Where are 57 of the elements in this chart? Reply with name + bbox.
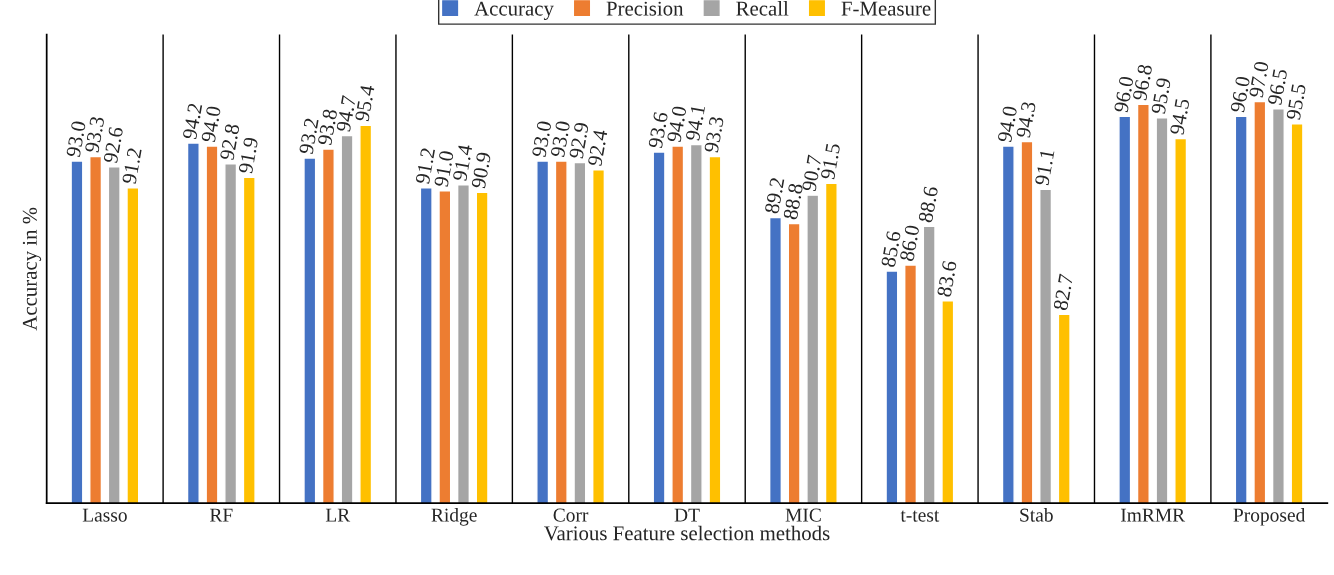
x-tick-label: Lasso bbox=[82, 508, 127, 522]
data-label: 91.5 bbox=[820, 142, 841, 180]
legend-label: Accuracy bbox=[474, 1, 554, 20]
x-tick-label: ImRMR bbox=[1120, 508, 1186, 522]
data-label: 85.6 bbox=[881, 230, 902, 268]
x-tick-label: RF bbox=[209, 508, 233, 522]
x-tick-label: t-test bbox=[900, 510, 940, 522]
legend-label: Recall bbox=[736, 0, 789, 16]
data-label: 89.2 bbox=[764, 177, 785, 214]
data-label: 93.6 bbox=[648, 111, 669, 149]
data-label: 91.4 bbox=[452, 143, 473, 182]
data-label: 94.0 bbox=[997, 105, 1018, 143]
data-label: 88.8 bbox=[783, 183, 804, 220]
x-tick-label: DT bbox=[674, 508, 700, 522]
data-label: 93.8 bbox=[317, 108, 338, 146]
data-label: 92.8 bbox=[219, 123, 240, 161]
data-label: 93.3 bbox=[84, 116, 105, 154]
data-label: 88.6 bbox=[918, 185, 939, 223]
data-label: 91.1 bbox=[1034, 149, 1055, 186]
data-label: 96.8 bbox=[1132, 64, 1153, 101]
x-tick-label: Proposed bbox=[1233, 507, 1306, 526]
x-tick-label: LR bbox=[325, 508, 351, 522]
data-label: 93.0 bbox=[531, 120, 552, 158]
data-label: 83.6 bbox=[936, 260, 957, 298]
data-label: 82.7 bbox=[1053, 273, 1074, 311]
data-label: 92.6 bbox=[103, 126, 124, 164]
x-tick-label: MIC bbox=[785, 508, 821, 522]
x-tick-label: Stab bbox=[1020, 507, 1053, 522]
data-label: 90.9 bbox=[471, 151, 492, 189]
x-tick-label: Ridge bbox=[431, 507, 477, 526]
data-label: 94.2 bbox=[182, 103, 203, 140]
data-label: 96.5 bbox=[1267, 68, 1288, 106]
data-label: 91.2 bbox=[415, 147, 436, 185]
data-label: 92.9 bbox=[569, 122, 589, 159]
data-label: 96.0 bbox=[1230, 75, 1251, 113]
data-label: 91.9 bbox=[238, 137, 259, 174]
data-label: 86.0 bbox=[899, 224, 920, 262]
data-label: 92.4 bbox=[587, 129, 608, 167]
data-label: 94.5 bbox=[1169, 98, 1190, 136]
data-label: 95.5 bbox=[1286, 83, 1307, 121]
data-label: 94.0 bbox=[666, 105, 687, 143]
legend-label: F-Measure bbox=[841, 1, 931, 16]
data-label: 94.3 bbox=[1016, 101, 1037, 139]
data-label: 96.0 bbox=[1113, 75, 1134, 113]
data-label: 94.0 bbox=[201, 105, 222, 143]
data-label: 95.9 bbox=[1151, 77, 1172, 115]
data-label: 95.4 bbox=[354, 84, 375, 122]
y-axis-title: Accuracy in % bbox=[22, 207, 42, 331]
x-axis-title: Various Feature selection methods bbox=[544, 525, 830, 541]
data-label: 94.1 bbox=[685, 104, 706, 142]
data-label: 93.0 bbox=[550, 120, 571, 158]
legend-label: Precision bbox=[606, 1, 684, 16]
data-label: 93.3 bbox=[704, 116, 725, 154]
data-label: 91.2 bbox=[121, 147, 142, 185]
x-tick-label: Corr bbox=[553, 508, 589, 522]
data-label: 90.7 bbox=[801, 154, 822, 192]
data-label: 93.2 bbox=[298, 117, 319, 155]
